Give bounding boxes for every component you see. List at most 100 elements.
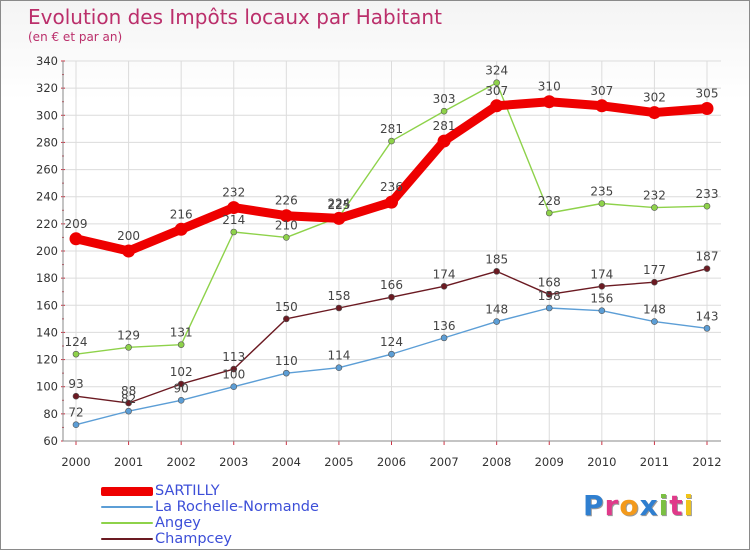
x-tick-label: 2011 [640, 455, 669, 469]
data-label-3: 187 [696, 250, 719, 264]
data-label-2: 131 [170, 326, 193, 340]
legend-label-1: La Rochelle-Normande [155, 499, 319, 515]
data-label-1: 72 [68, 406, 83, 420]
x-tick-label: 2002 [167, 455, 196, 469]
series-3-point [598, 282, 606, 290]
logo-letter: i [658, 489, 670, 522]
x-tick-label: 2000 [61, 455, 90, 469]
series-2-point [440, 107, 448, 115]
series-2-point [651, 204, 658, 211]
y-tick-label: 180 [36, 271, 58, 285]
series-1-point [230, 383, 238, 391]
series-2-point [230, 228, 238, 236]
series-0-point [700, 102, 714, 115]
series-1-point [177, 396, 185, 404]
series-0-point [227, 201, 241, 215]
series-0-point [542, 95, 556, 109]
x-tick-label: 2007 [429, 455, 458, 469]
x-tick-label: 2008 [482, 455, 511, 469]
x-tick-label: 2004 [272, 455, 301, 469]
series-0-point [69, 232, 83, 246]
data-label-1: 110 [275, 354, 298, 368]
series-0-point [279, 209, 293, 223]
data-label-2: 225 [327, 198, 350, 212]
data-label-0: 307 [590, 84, 613, 98]
series-2-point [388, 137, 395, 145]
series-1 [72, 304, 711, 429]
chart-subtitle: (en € et par an) [28, 30, 123, 44]
logo-letter: r [604, 489, 620, 522]
series-0-point [647, 106, 661, 120]
series-0-point [490, 99, 504, 113]
x-tick-label: 2006 [377, 455, 406, 469]
legend-label-3: Champcey [155, 531, 233, 547]
data-label-3: 93 [68, 377, 83, 391]
data-label-2: 232 [643, 189, 666, 203]
series-3-point [230, 365, 238, 373]
data-label-0: 307 [485, 84, 508, 98]
data-label-3: 177 [643, 263, 666, 277]
legend-label-0: SARTILLY [155, 483, 220, 499]
data-label-0: 281 [433, 119, 456, 133]
data-label-1: 100 [222, 368, 245, 382]
data-label-2: 129 [117, 328, 140, 342]
logo-letter: o [619, 489, 640, 522]
series-2-point [598, 200, 606, 207]
series-3-point [283, 315, 290, 323]
series-1-point [388, 350, 395, 358]
data-label-2: 228 [538, 194, 561, 208]
logo-letter: t [669, 489, 684, 522]
data-label-2: 324 [485, 64, 508, 78]
series-3-point [72, 392, 80, 400]
series-0-point [437, 134, 451, 148]
data-label-2: 281 [380, 122, 403, 136]
data-label-2: 233 [696, 187, 719, 201]
legend-label-2: Angey [155, 515, 201, 531]
data-label-1: 136 [433, 319, 456, 333]
series-2 [72, 79, 711, 358]
data-label-2: 124 [65, 335, 88, 349]
data-labels: 209 200 216 232 226 224 236 281 307 310 307 302 305 7… [65, 64, 719, 420]
data-label-0: 216 [170, 207, 193, 221]
series-1-point [545, 304, 553, 312]
series-0-point [332, 211, 346, 225]
data-label-0: 310 [538, 80, 561, 94]
data-label-3: 174 [433, 267, 456, 281]
series-1-point [703, 325, 711, 332]
grid [63, 60, 721, 442]
data-label-3: 88 [121, 384, 136, 398]
x-tick-label: 2010 [587, 455, 616, 469]
x-tick-label: 2005 [324, 455, 353, 469]
series-2-point [283, 234, 290, 241]
series-2-point [545, 209, 553, 217]
series-3-point [493, 268, 500, 275]
proxiti-logo: Proxiti [583, 489, 694, 522]
x-tick-label: 2003 [219, 455, 248, 469]
data-label-1: 82 [121, 392, 136, 406]
data-label-1: 148 [485, 303, 508, 317]
series-2-point [703, 202, 711, 210]
y-tick-label: 300 [36, 108, 58, 122]
y-tick-label: 240 [36, 190, 58, 204]
series-2-point [125, 344, 132, 351]
x-tick-label: 2001 [114, 455, 143, 469]
data-label-0: 236 [380, 180, 403, 194]
data-label-3: 150 [275, 300, 298, 314]
data-label-0: 224 [327, 196, 350, 210]
y-tick-label: 340 [36, 54, 58, 68]
data-label-1: 90 [174, 381, 189, 395]
logo-letter: P [583, 489, 605, 522]
data-label-3: 166 [380, 278, 403, 292]
y-tick-label: 220 [36, 217, 58, 231]
series-0-point [174, 222, 188, 236]
data-label-0: 209 [65, 217, 88, 231]
logo-letter: x [639, 489, 659, 522]
data-label-1: 143 [696, 309, 719, 323]
series-1-point [283, 369, 290, 377]
series-2-point [493, 79, 500, 87]
data-label-3: 185 [485, 252, 508, 266]
series-lines [69, 79, 714, 429]
data-label-2: 235 [590, 185, 613, 199]
axes: 60 80 100 120 140 160 180 200 220 240 260 280 300 320… [36, 54, 722, 469]
